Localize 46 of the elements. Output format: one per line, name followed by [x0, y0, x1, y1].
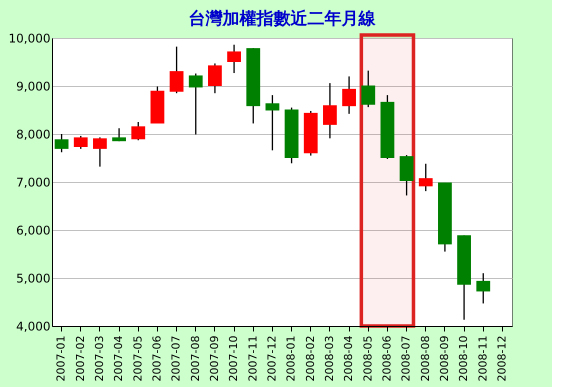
x-tick-label: 2008-07: [400, 336, 413, 382]
chart-title: 台灣加權指數近二年月線: [188, 9, 376, 29]
x-tick-label: 2008-08: [418, 336, 432, 382]
x-tick-label: 2007-11: [246, 336, 260, 382]
x-tick-label: 2008-11: [476, 336, 490, 382]
candlestick: [418, 163, 433, 192]
y-tick-label: 4,000: [16, 320, 50, 334]
x-tick-label: 2008-09: [438, 336, 451, 382]
x-tick-label: 2007-01: [54, 336, 68, 382]
y-tick-label: 8,000: [16, 128, 50, 142]
candlestick: [227, 44, 241, 74]
candlestick: [93, 136, 107, 168]
x-tick-label: 2007-05: [131, 336, 144, 382]
y-tick-label: 7,000: [16, 176, 50, 190]
candlestick: [131, 121, 146, 141]
candlestick: [170, 46, 184, 94]
x-tick-label: 2007-07: [170, 336, 183, 382]
candlestick: [188, 72, 203, 136]
candlestick: [266, 94, 280, 151]
y-tick-label: 10,000: [8, 32, 50, 46]
candlestick: [112, 128, 126, 142]
x-tick-label: 2007-04: [112, 336, 126, 382]
x-tick-label: 2008-04: [342, 336, 356, 382]
x-tick-label: 2008-03: [322, 336, 336, 382]
x-tick-label: 2007-08: [188, 336, 202, 382]
x-tick-label: 2008-12: [495, 336, 508, 382]
x-tick-label: 2007-09: [208, 336, 221, 382]
x-tick-label: 2007-06: [150, 336, 164, 382]
x-tick-label: 2008-10: [457, 336, 470, 382]
x-tick-label: 2008-01: [284, 336, 298, 382]
x-tick-label: 2007-10: [227, 336, 240, 382]
x-tick-label: 2008-06: [380, 336, 394, 382]
y-tick-label: 5,000: [16, 272, 50, 286]
candlestick: [476, 272, 490, 304]
candlestick: [74, 135, 88, 150]
candlestick: [323, 82, 337, 139]
y-tick-label: 6,000: [16, 224, 50, 238]
y-tick-label: 9,000: [16, 80, 50, 94]
x-tick-label: 2007-02: [74, 336, 87, 382]
x-tick-label: 2007-03: [92, 336, 106, 382]
candlestick: [342, 76, 356, 114]
candlestick: [208, 62, 222, 94]
x-tick-label: 2008-05: [361, 336, 374, 382]
candlestick: [361, 70, 376, 108]
x-tick-label: 2007-12: [265, 336, 278, 382]
x-tick-label: 2008-02: [304, 336, 317, 382]
